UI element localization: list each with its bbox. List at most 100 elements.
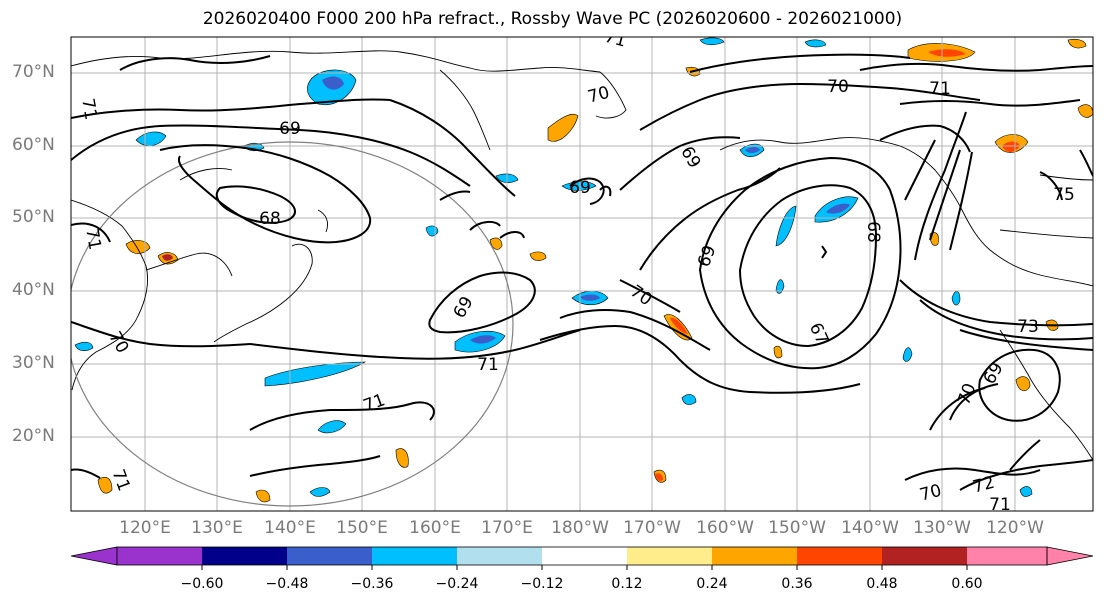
contour-label: 71	[361, 390, 388, 416]
contour-label: 69	[676, 143, 704, 172]
negative-patch	[681, 394, 697, 405]
lon-label: 180°W	[551, 518, 609, 538]
map-frame	[70, 36, 1094, 512]
colorbar-bin	[287, 547, 372, 565]
contour-label: 70	[918, 481, 944, 506]
colorbar-bin	[627, 547, 712, 565]
negative-patch	[264, 361, 367, 387]
positive-patch	[489, 237, 503, 250]
contour-label: 68	[259, 209, 281, 229]
lon-label: 120°W	[986, 518, 1044, 538]
positive-patch	[773, 345, 783, 359]
colorbar-bin	[542, 547, 627, 565]
lon-label: 160°W	[696, 518, 754, 538]
positive-patch	[1077, 104, 1093, 118]
contour-label: 70	[954, 381, 980, 408]
colorbar-tick-label: −0.12	[520, 576, 564, 592]
lon-label: 130°E	[191, 518, 243, 538]
lon-label: 140°E	[264, 518, 316, 538]
lat-label: 60°N	[12, 135, 55, 155]
positive-patch	[125, 240, 151, 254]
colorbar-bin	[797, 547, 882, 565]
colorbar-frame	[116, 546, 1048, 566]
shaded-anomaly-patches	[74, 37, 1093, 503]
positive-patch	[255, 489, 271, 503]
map-title: 2026020400 F000 200 hPa refract., Rossby…	[202, 9, 903, 29]
negative-patch	[580, 294, 600, 301]
positive-patch	[162, 254, 173, 261]
contour-label: 70	[104, 328, 132, 357]
contour-label: 68	[863, 221, 883, 243]
contour-label: 71	[77, 97, 100, 122]
colorbar-bin	[202, 547, 287, 565]
negative-patch	[425, 225, 439, 237]
lon-label: 120°E	[119, 518, 171, 538]
contour-label: 73	[1017, 317, 1039, 337]
graticule	[71, 37, 1093, 511]
negative-patch	[745, 147, 760, 153]
positive-patch	[928, 49, 966, 57]
negative-patch	[135, 131, 167, 147]
coastlines	[71, 50, 1093, 461]
lon-label: 140°W	[841, 518, 899, 538]
positive-patch	[1067, 38, 1087, 49]
lon-label: 150°E	[336, 518, 388, 538]
contour-label: 69	[279, 119, 301, 139]
colorbar-low-extension	[70, 546, 118, 566]
contour-label: 75	[1053, 185, 1075, 205]
positive-patch	[655, 473, 663, 482]
contours	[71, 53, 1093, 491]
positive-patch	[547, 113, 579, 142]
positive-patch	[529, 251, 547, 261]
colorbar-tick-label: 0.24	[696, 576, 728, 592]
colorbar-tick-label: −0.60	[180, 576, 224, 592]
lat-label: 20°N	[12, 426, 55, 446]
negative-patch	[951, 291, 961, 306]
negative-patch	[826, 203, 850, 214]
positive-patch	[670, 317, 688, 334]
contour-label: 71	[989, 495, 1011, 515]
positive-patch	[1015, 376, 1031, 392]
negative-patch	[470, 335, 496, 344]
colorbar-bin	[372, 547, 457, 565]
colorbar	[70, 546, 1094, 570]
colorbar-high-extension	[1046, 546, 1094, 566]
colorbar-bin	[117, 547, 202, 565]
negative-patch	[699, 37, 725, 46]
colorbar-bin	[967, 547, 1047, 565]
lon-label: 170°W	[623, 518, 681, 538]
colorbar-bin	[882, 547, 967, 565]
contour-label: 71	[477, 355, 499, 375]
contour-label: 69	[980, 359, 1008, 388]
contour-label: 69	[694, 243, 720, 270]
lat-label: 50°N	[12, 207, 55, 227]
negative-patch	[775, 205, 797, 247]
negative-patch	[74, 341, 94, 351]
lon-label: 150°W	[768, 518, 826, 538]
positive-patch	[97, 477, 113, 494]
colorbar-tick-label: 0.48	[866, 576, 898, 592]
lon-label: 130°W	[913, 518, 971, 538]
negative-patch	[902, 347, 913, 362]
colorbar-tick-label: 0.60	[951, 576, 983, 592]
contour-label: 69	[569, 178, 591, 198]
colorbar-bin	[712, 547, 797, 565]
colorbar-tick-label: −0.24	[435, 576, 479, 592]
contour-label: 70	[586, 83, 612, 108]
colorbar-tick-label: 0.12	[611, 576, 643, 592]
negative-patch	[775, 279, 785, 294]
lon-label: 160°E	[409, 518, 461, 538]
negative-patch	[1019, 486, 1033, 497]
negative-patch	[804, 39, 827, 48]
negative-patch	[317, 420, 347, 434]
contour-label: 71	[81, 227, 104, 252]
region-circle	[71, 141, 514, 507]
lat-label: 70°N	[12, 62, 55, 82]
contour-label: 71	[602, 27, 628, 52]
colorbar-tick-label: −0.48	[265, 576, 309, 592]
lat-label: 40°N	[12, 280, 55, 300]
colorbar-bin	[457, 547, 542, 565]
contour-label: 69	[450, 293, 478, 322]
contour-label: 71	[929, 79, 951, 99]
